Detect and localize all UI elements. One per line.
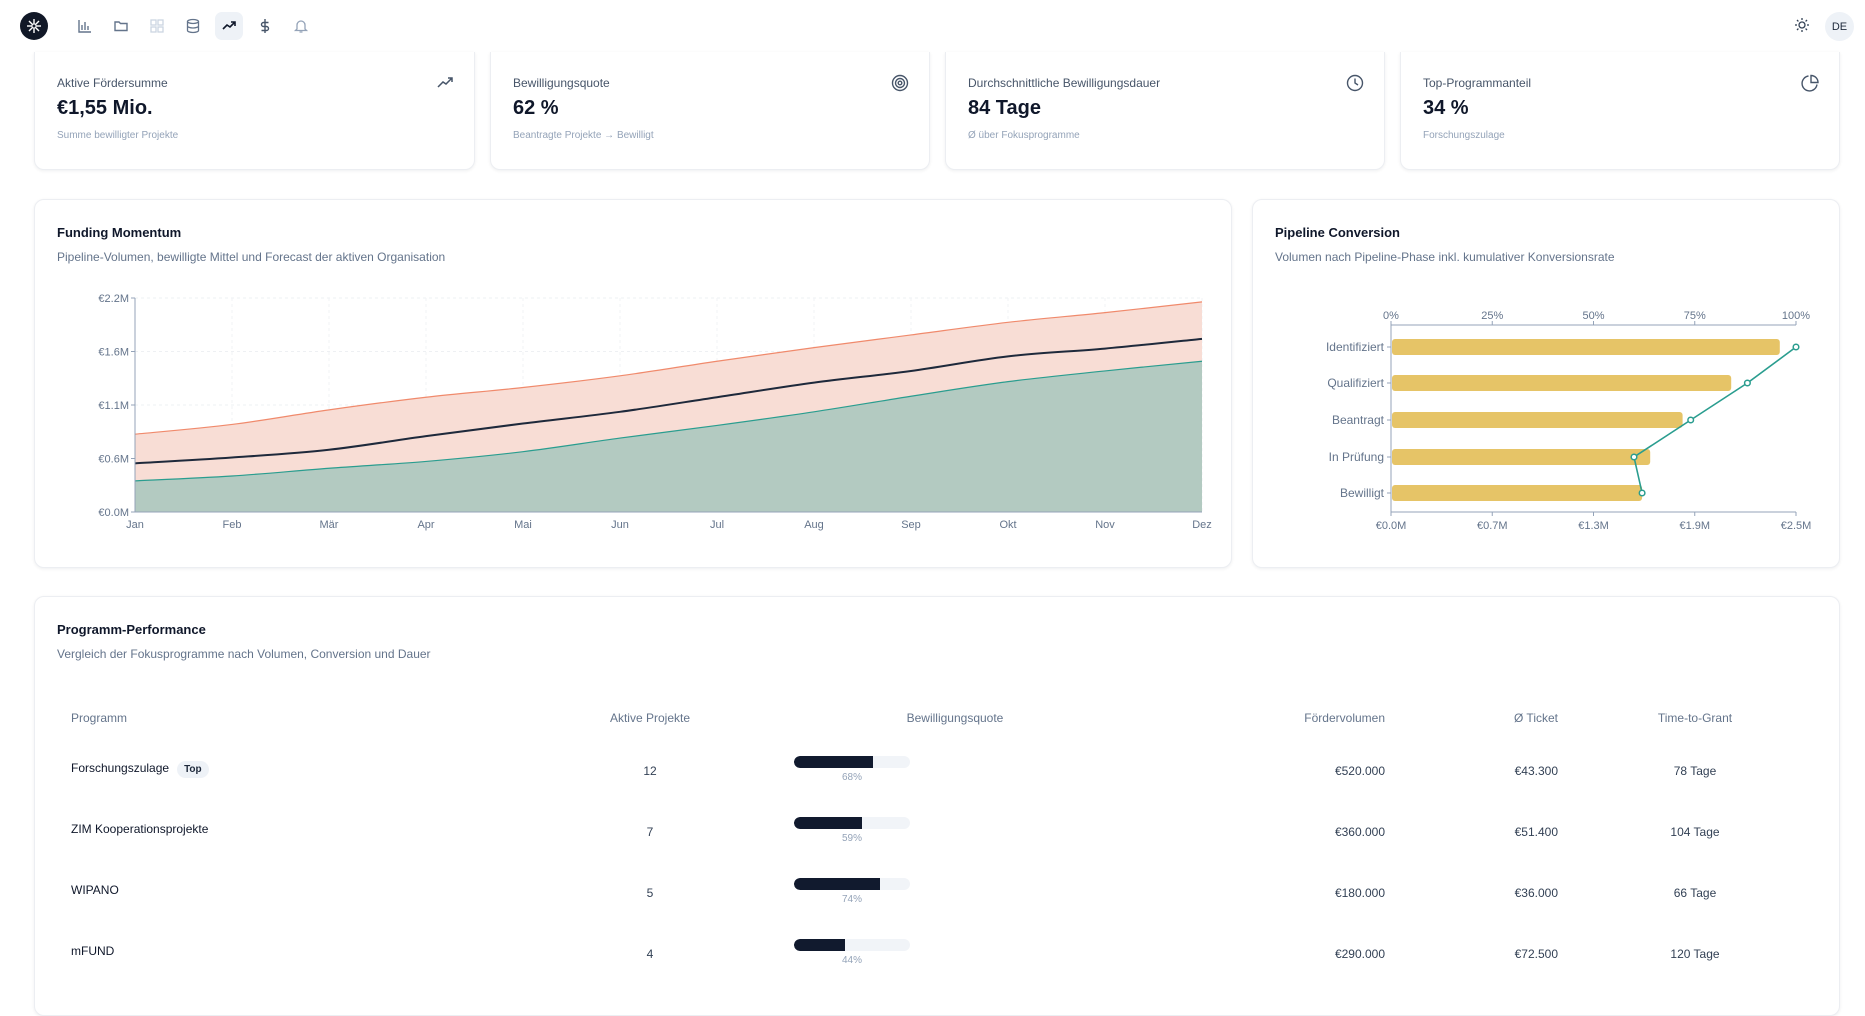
funding-volume: €180.000 [1334,886,1385,900]
program-name: WIPANO [71,883,119,897]
program-name: Forschungszulage Top [71,761,209,778]
nav-analytics[interactable] [71,12,99,40]
active-projects: 4 [646,947,654,961]
time-to-grant: 104 Tage [1670,825,1720,839]
column-header-active-projects[interactable]: Aktive Projekte [609,711,691,725]
program-performance-card: Programm-Performance Vergleich der Fokus… [34,596,1840,1016]
kpi-value: 34 % [1423,97,1469,119]
funding-volume: €360.000 [1334,825,1385,839]
program-name-text: mFUND [71,944,115,958]
average-ticket: €36.000 [1514,886,1558,900]
bell-icon [293,20,309,33]
top-badge: Top [177,761,209,778]
approval-rate-label: 74% [841,894,862,905]
kpi-sub: Beantragte Projekte → Bewilligt [513,130,654,141]
trending-up-icon [437,77,453,88]
approval-rate-label: 44% [841,955,862,966]
funding-momentum-card: Funding Momentum Pipeline-Volumen, bewil… [34,199,1232,568]
kpi-label: Durchschnittliche Bewilligungsdauer [968,76,1161,90]
program-name-text: ZIM Kooperationsprojekte [71,822,209,836]
kpi-value: €1,55 Mio. [57,97,153,119]
card-subtitle: Vergleich der Fokusprogramme nach Volume… [57,647,431,661]
funding-volume: €290.000 [1334,947,1385,961]
time-to-grant: 78 Tage [1673,764,1717,778]
card-title: Funding Momentum [57,225,182,240]
nav-finance[interactable] [251,12,279,40]
kpi-card-approval-rate: Bewilligungsquote 62 % Beantragte Projek… [490,52,930,170]
column-header-ticket[interactable]: Ø Ticket [1513,711,1558,725]
approval-rate-fill [794,878,880,890]
kpi-card-funding-sum: Aktive Fördersumme €1,55 Mio. Summe bewi… [34,52,475,170]
trending-up-icon [222,21,236,30]
kpi-sub: Forschungszulage [1423,130,1505,141]
clock-icon [1346,74,1364,92]
kpi-value: 84 Tage [968,97,1041,119]
nav-grid[interactable] [143,12,171,40]
program-name-text: Forschungszulage [71,761,170,775]
program-name: mFUND [71,944,114,958]
logo-flower-icon [27,19,41,33]
kpi-sub: Summe bewilligter Projekte [57,130,179,141]
column-header-volume[interactable]: Fördervolumen [1304,711,1385,725]
active-projects: 7 [646,825,654,839]
kpi-label: Aktive Fördersumme [57,76,168,90]
funding-volume: €520.000 [1334,764,1385,778]
kpi-sub: Ø über Fokusprogramme [968,130,1080,141]
language-switcher[interactable]: DE [1825,12,1854,41]
active-projects: 12 [643,764,657,778]
active-projects: 5 [646,886,654,900]
nav-notifications[interactable] [287,12,315,40]
pipeline-conversion-card: Pipeline Conversion Volumen nach Pipelin… [1252,199,1840,568]
approval-rate-label: 59% [841,833,862,844]
card-subtitle: Volumen nach Pipeline-Phase inkl. kumula… [1275,250,1615,264]
kpi-card-approval-duration: Durchschnittliche Bewilligungsdauer 84 T… [945,52,1385,170]
approval-rate-fill [794,817,863,829]
approval-rate-fill [794,939,846,951]
bar-chart-icon [78,20,91,33]
dollar-icon [260,19,270,33]
folder-icon [114,21,128,32]
program-name-text: WIPANO [71,883,119,897]
approval-rate-bar [794,817,910,829]
time-to-grant: 66 Tage [1673,886,1717,900]
time-to-grant: 120 Tage [1670,947,1720,961]
average-ticket: €51.400 [1514,825,1558,839]
column-header-time-to-grant[interactable]: Time-to-Grant [1657,711,1733,725]
approval-rate-label: 68% [841,772,862,783]
approval-rate-bar [794,756,910,768]
grid-icon [150,19,164,33]
average-ticket: €43.300 [1514,764,1558,778]
average-ticket: €72.500 [1514,947,1558,961]
card-title: Pipeline Conversion [1275,225,1400,240]
approval-rate-bar [794,878,910,890]
target-icon [891,74,909,92]
card-title: Programm-Performance [57,622,206,637]
nav-data[interactable] [179,12,207,40]
nav-funding[interactable] [215,12,243,40]
approval-rate-fill [794,756,873,768]
approval-rate-bar [794,939,910,951]
column-header-approval-rate[interactable]: Bewilligungsquote [906,711,1004,725]
kpi-label: Bewilligungsquote [513,76,610,90]
program-name: ZIM Kooperationsprojekte [71,822,208,836]
kpi-label: Top-Programmanteil [1423,76,1532,90]
sun-icon [1795,18,1809,32]
logo[interactable] [20,12,48,40]
kpi-card-top-program-share: Top-Programmanteil 34 % Forschungszulage [1400,52,1840,170]
nav-projects[interactable] [107,12,135,40]
card-subtitle: Pipeline-Volumen, bewilligte Mittel und … [57,250,446,264]
database-icon [186,18,200,34]
pie-chart-icon [1801,74,1819,92]
theme-toggle[interactable] [1794,17,1810,38]
kpi-value: 62 % [513,97,559,119]
column-header-program[interactable]: Programm [71,711,128,725]
